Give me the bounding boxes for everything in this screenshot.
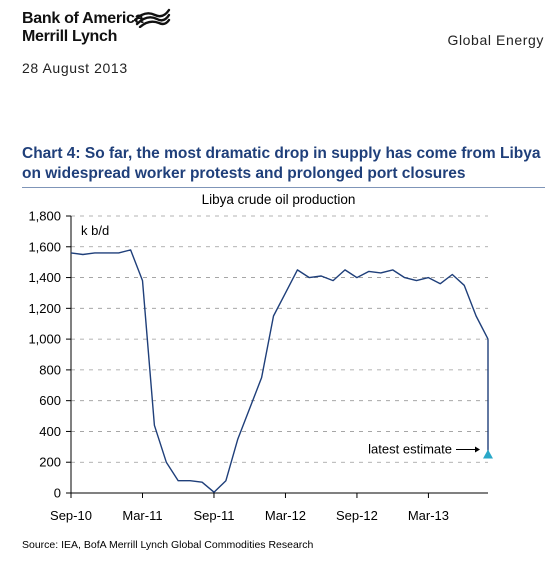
estimate-annotation: latest estimate [368, 442, 493, 459]
y-tick-label: 0 [54, 486, 61, 501]
x-tick-label: Sep-12 [336, 508, 378, 523]
y-tick-label: 1,000 [28, 332, 61, 347]
flag-icon [133, 8, 171, 28]
y-tick-label: 1,400 [28, 270, 61, 285]
estimate-arrow-head [475, 446, 480, 453]
logo-line1: Bank of America [22, 10, 144, 27]
chart-subtitle: Libya crude oil production [201, 192, 356, 207]
y-tick-label: 800 [39, 362, 61, 377]
y-tick-label: 200 [39, 455, 61, 470]
y-tick-label: 400 [39, 424, 61, 439]
x-tick-label: Sep-10 [50, 508, 92, 523]
section-name: Global Energy [447, 32, 544, 48]
x-tick-label: Mar-11 [122, 508, 162, 523]
x-tick-label: Sep-11 [193, 508, 234, 523]
y-tick-label: 1,600 [28, 239, 61, 254]
x-tick-label: Mar-13 [408, 508, 449, 523]
series-line [70, 249, 489, 493]
series-libya [70, 249, 489, 493]
grid-lines [71, 215, 488, 463]
y-axis: 0 200 400 600 800 1,000 1,200 1,400 1,600 1,800 [28, 209, 72, 501]
y-tick-label: 600 [39, 393, 61, 408]
title-divider [22, 187, 545, 188]
chart-title-line1: Chart 4: So far, the most dramatic drop … [22, 145, 541, 162]
chart-title: Chart 4: So far, the most dramatic drop … [22, 144, 542, 184]
y-axis-unit-label: k b/d [81, 223, 109, 238]
bank-logo: Bank of America Merrill Lynch [22, 10, 172, 46]
chart-title-line2: on widespread worker protests and prolon… [22, 165, 466, 182]
y-tick-label: 1,200 [28, 301, 61, 316]
estimate-label: latest estimate [368, 442, 452, 457]
x-axis: Sep-10 Mar-11 Sep-11 Mar-12 Sep-12 Mar-13 [50, 492, 488, 523]
estimate-marker [483, 449, 493, 459]
report-date: 28 August 2013 [22, 60, 128, 76]
source-note: Source: IEA, BofA Merrill Lynch Global C… [22, 539, 314, 551]
logo-line2: Merrill Lynch [22, 28, 118, 45]
x-tick-label: Mar-12 [265, 508, 306, 523]
y-tick-label: 1,800 [28, 209, 61, 224]
